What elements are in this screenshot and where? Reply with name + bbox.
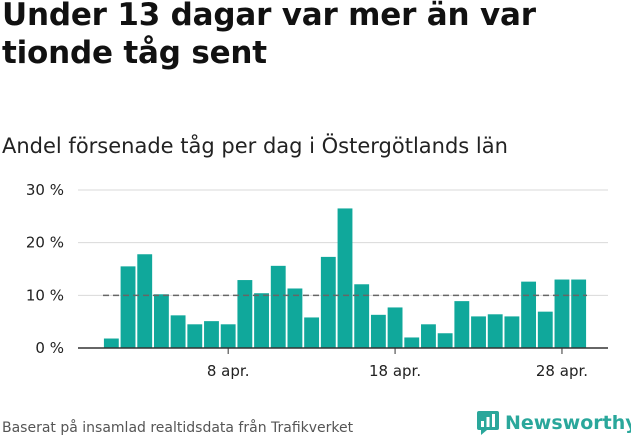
bar (454, 301, 470, 348)
newsworthy-logo[interactable]: Newsworthy (477, 408, 631, 438)
bar (187, 324, 203, 348)
bar (387, 307, 403, 348)
bar (404, 337, 420, 348)
bar (487, 314, 503, 348)
bar (537, 311, 553, 348)
bar (354, 284, 370, 348)
bar (270, 265, 286, 348)
bar (204, 321, 219, 348)
bar (337, 208, 353, 348)
bar (304, 317, 320, 348)
y-tick-label: 20 % (26, 234, 64, 252)
bar (153, 294, 169, 348)
newsworthy-logo-icon (477, 411, 499, 435)
bar (437, 333, 453, 348)
brand-name: Newsworthy (505, 412, 631, 434)
y-tick-label: 10 % (26, 286, 64, 304)
chart-title: Under 13 dagar var mer än var tionde tåg… (2, 0, 536, 71)
y-axis-ticks: 0 % 10 % 20 % 30 % (26, 181, 64, 357)
y-tick-label: 0 % (35, 339, 64, 357)
x-tick-label: 8 apr. (207, 362, 250, 380)
bar (120, 266, 136, 348)
bar (471, 316, 486, 348)
chart-subtitle: Andel försenade tåg per dag i Östergötla… (2, 134, 508, 158)
bar (521, 281, 537, 348)
x-tick-label: 18 apr. (369, 362, 421, 380)
x-axis: 8 apr. 18 apr. 28 apr. (78, 347, 608, 380)
bar (320, 256, 336, 348)
bar (237, 280, 253, 348)
bar (103, 338, 119, 348)
bar (137, 254, 153, 348)
bars (103, 208, 587, 348)
bar (170, 315, 186, 348)
x-tick-label: 28 apr. (536, 362, 588, 380)
bar (421, 324, 436, 348)
bar (504, 316, 520, 348)
bar (571, 279, 587, 348)
bar (220, 324, 236, 348)
bar (370, 314, 386, 348)
source-footnote: Baserat på insamlad realtidsdata från Tr… (2, 420, 354, 436)
bar (287, 288, 303, 348)
y-tick-label: 30 % (26, 181, 64, 199)
bar (554, 279, 570, 348)
bar (254, 293, 269, 348)
